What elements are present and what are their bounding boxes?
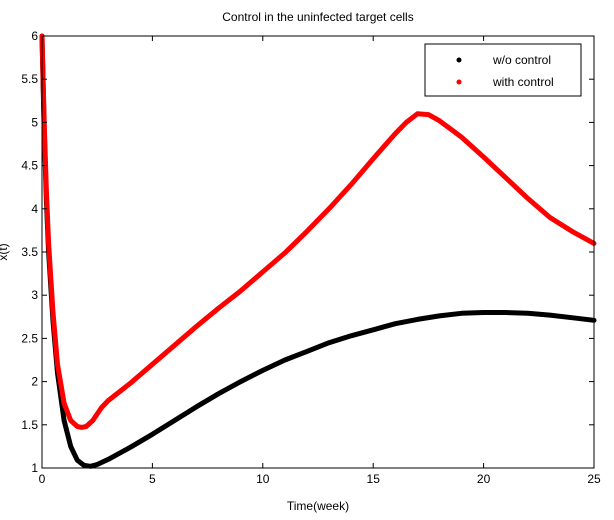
legend-marker-2 (456, 79, 462, 85)
y-tick-label: 3 (31, 288, 38, 302)
y-axis-title: x(t) (0, 243, 10, 260)
y-tick-label: 1 (31, 461, 38, 475)
y-tick-label: 3.5 (21, 245, 38, 259)
x-tick-label: 15 (367, 472, 381, 486)
y-tick-label: 6 (31, 29, 38, 43)
series-line-2 (39, 33, 597, 430)
y-tick-label: 5 (31, 115, 38, 129)
legend-label-2: with control (492, 75, 554, 89)
y-tick-label: 2.5 (21, 331, 38, 345)
x-axis-title: Time(week) (287, 499, 349, 513)
axes-frame (41, 35, 595, 469)
x-tick-label: 0 (39, 472, 46, 486)
legend-box (424, 43, 582, 97)
series-line-1 (39, 33, 597, 469)
plot-area: 0 5 10 15 20 25 1 1.5 2 2.5 3 3.5 4 4.5 5 5.5 6 (21, 29, 601, 486)
x-tick-label: 20 (477, 472, 491, 486)
chart-title: Control in the uninfected target cells (222, 10, 413, 24)
legend: w/o control with control (424, 43, 582, 97)
y-tick-label: 5.5 (21, 72, 38, 86)
legend-marker-1 (456, 57, 462, 63)
y-tick-label: 4 (31, 202, 38, 216)
legend-label-1: w/o control (492, 53, 551, 67)
y-tick-label: 4.5 (21, 159, 38, 173)
x-tick-label: 25 (587, 472, 601, 486)
x-tick-label: 10 (256, 472, 270, 486)
y-tick-label: 2 (31, 375, 38, 389)
y-tick-label: 1.5 (21, 418, 38, 432)
x-tick-label: 5 (149, 472, 156, 486)
